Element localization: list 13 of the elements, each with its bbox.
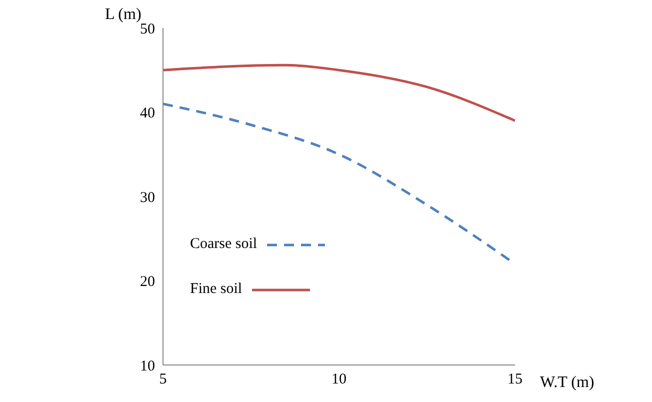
y-tick-label: 30 <box>140 190 155 206</box>
x-tick-label: 15 <box>508 372 522 388</box>
x-tick-label: 10 <box>332 372 346 388</box>
line-series <box>163 64 515 122</box>
legend-label: Fine soil <box>190 281 242 298</box>
y-tick-label: 40 <box>140 106 155 122</box>
x-tick-label: 5 <box>159 372 167 388</box>
y-tick-label: 10 <box>140 358 155 374</box>
x-axis-title: W.T (m) <box>540 374 594 392</box>
y-axis-title: L (m) <box>105 6 142 24</box>
y-tick-label: 50 <box>140 21 155 38</box>
legend-label: Coarse soil <box>190 236 258 253</box>
y-tick-label: 20 <box>140 274 155 290</box>
